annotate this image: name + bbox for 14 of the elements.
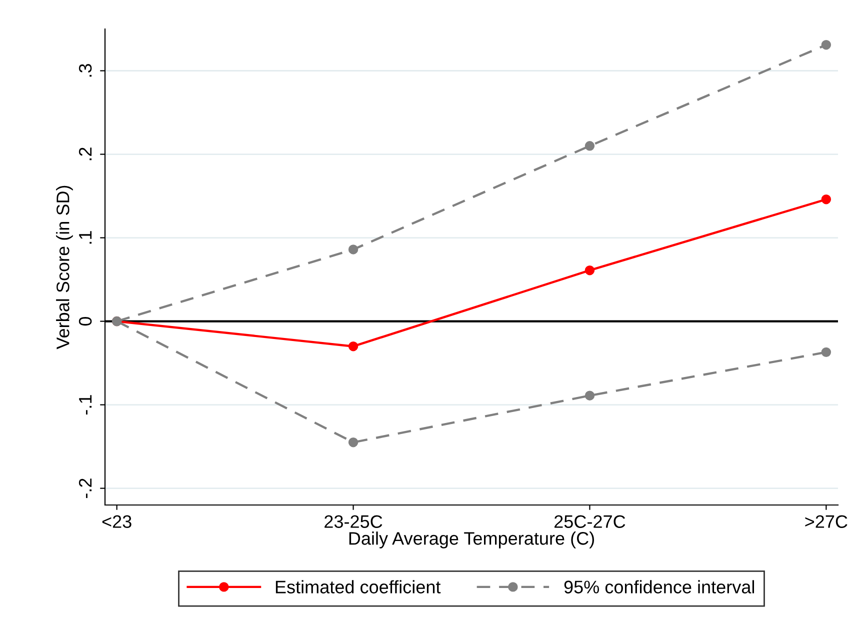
x-tick-label: >27C [805,515,848,528]
x-tick-label: <23 [102,515,132,528]
y-tick-label: -.2 [78,478,92,498]
x-axis-title: Daily Average Temperature (C) [349,532,594,548]
legend-label: 95% confidence interval [564,580,754,594]
y-tick-label: -.1 [79,395,92,415]
y-tick-label: .2 [78,148,92,160]
y-axis-title: Verbal Score (in SD) [56,186,73,350]
x-tick-label: 23-25C [324,515,382,528]
legend-label: Estimated coefficient [276,580,441,594]
y-tick-label: 0 [78,316,92,326]
x-tick-label: 25C-27C [554,515,626,528]
y-tick-label: .3 [78,64,92,77]
y-tick-label: .1 [79,231,92,244]
